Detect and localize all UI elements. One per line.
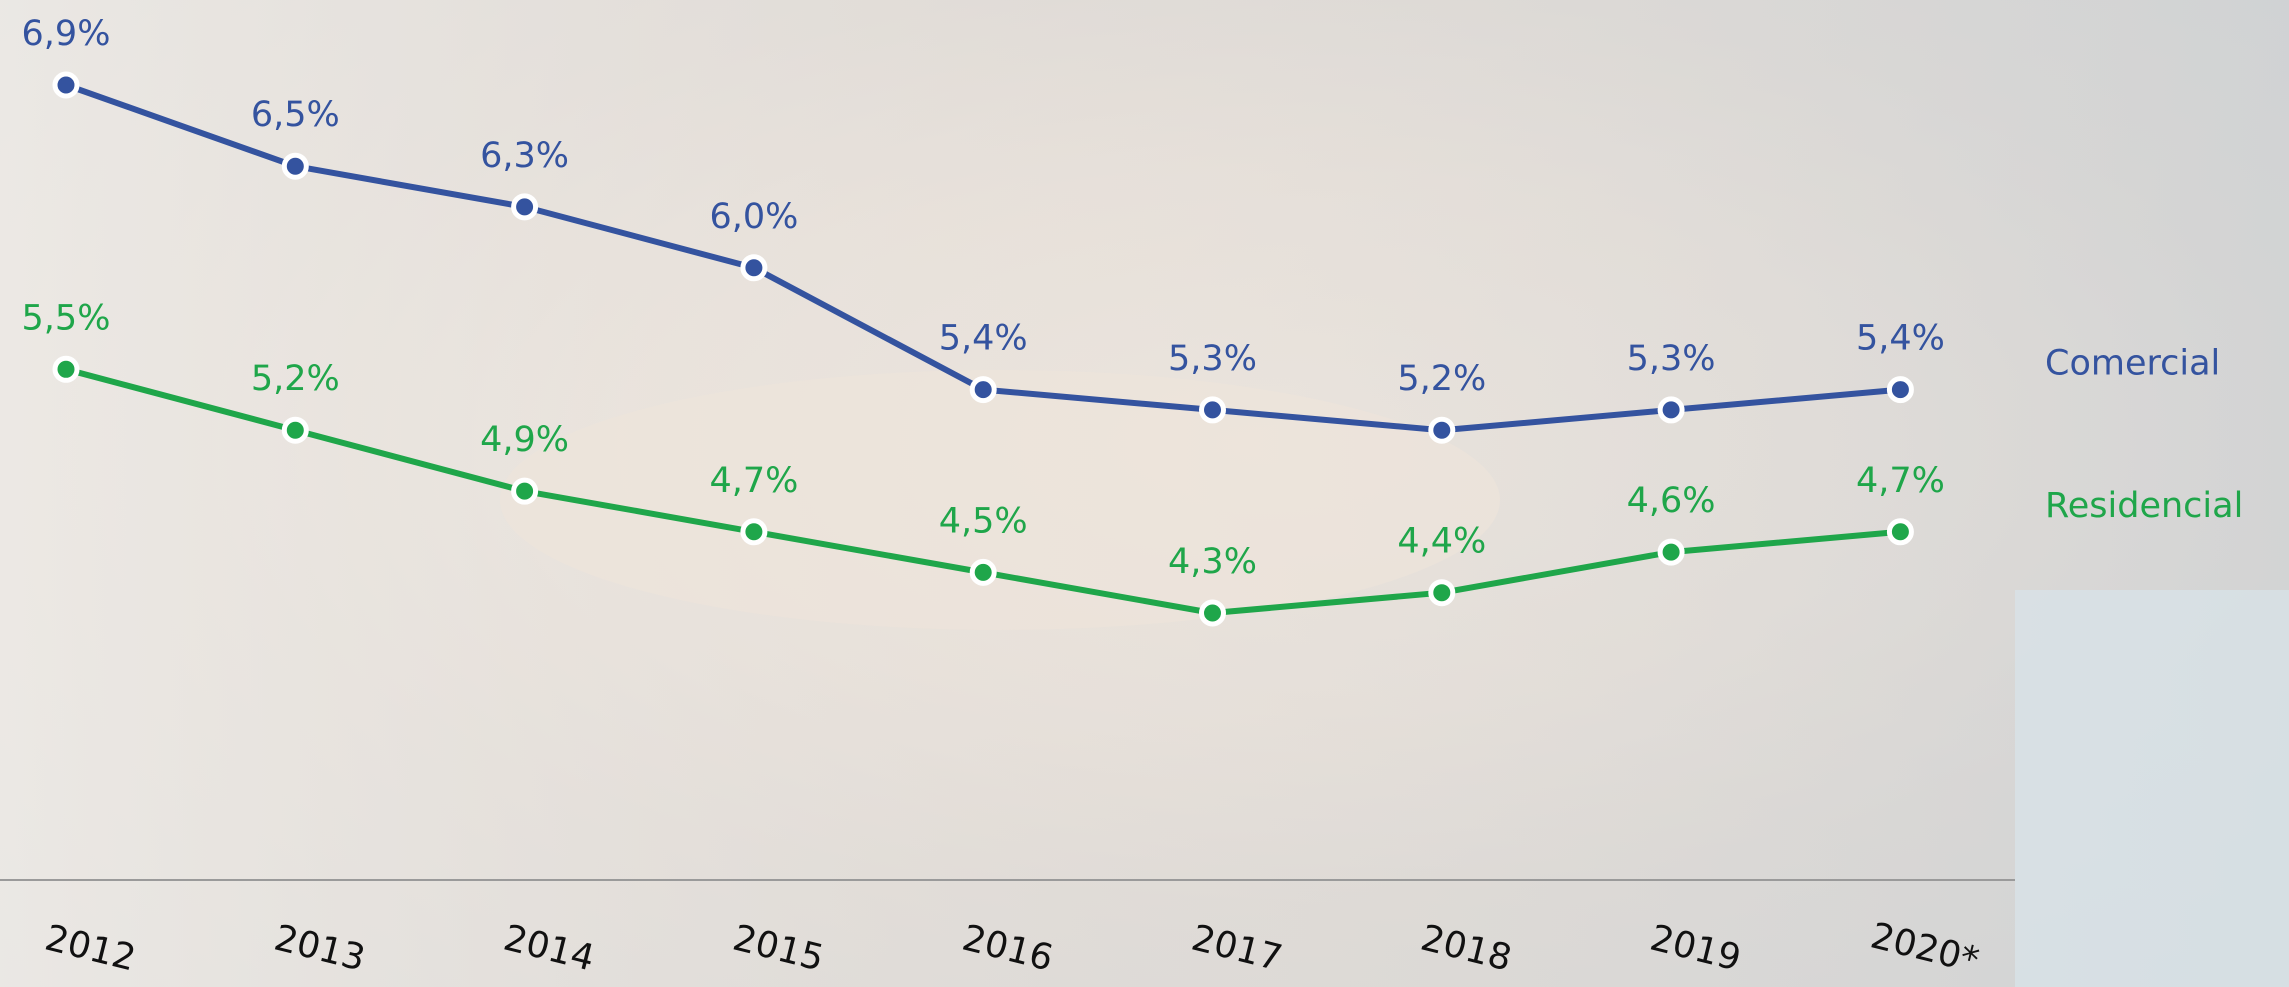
data-point — [1431, 419, 1453, 441]
data-label: 4,3% — [1168, 542, 1257, 582]
data-label: 4,5% — [939, 501, 1028, 541]
data-label: 5,5% — [22, 298, 111, 338]
data-label: 6,5% — [251, 95, 340, 135]
background-hand — [500, 370, 1500, 630]
data-point — [743, 521, 765, 543]
data-label: 6,0% — [709, 197, 798, 237]
data-label: 5,4% — [939, 319, 1028, 359]
data-point — [55, 358, 77, 380]
data-point — [1431, 582, 1453, 604]
data-point — [1889, 379, 1911, 401]
data-point — [972, 561, 994, 583]
data-point — [514, 480, 536, 502]
data-label: 5,2% — [1397, 359, 1486, 399]
data-point — [743, 257, 765, 279]
data-point — [514, 196, 536, 218]
data-label: 4,7% — [1856, 461, 1945, 501]
data-point — [284, 419, 306, 441]
data-label: 4,9% — [480, 420, 569, 460]
data-label: 5,4% — [1856, 319, 1945, 359]
data-label: 4,4% — [1397, 522, 1486, 562]
data-label: 6,9% — [22, 14, 111, 54]
data-point — [1202, 602, 1224, 624]
data-point — [1660, 541, 1682, 563]
data-label: 4,6% — [1627, 481, 1716, 521]
data-point — [972, 379, 994, 401]
data-point — [284, 155, 306, 177]
legend-label: Comercial — [2045, 344, 2220, 384]
data-label: 4,7% — [709, 461, 798, 501]
data-point — [1660, 399, 1682, 421]
data-point — [55, 74, 77, 96]
data-point — [1202, 399, 1224, 421]
chart: 201220132014201520162017201820192020*6,9… — [0, 0, 2289, 987]
data-label: 5,3% — [1627, 339, 1716, 379]
chart-container: 201220132014201520162017201820192020*6,9… — [0, 0, 2289, 987]
data-point — [1889, 521, 1911, 543]
data-label: 6,3% — [480, 136, 569, 176]
background-object — [2015, 590, 2289, 987]
legend-label: Residencial — [2045, 486, 2243, 526]
data-label: 5,2% — [251, 359, 340, 399]
data-label: 5,3% — [1168, 339, 1257, 379]
